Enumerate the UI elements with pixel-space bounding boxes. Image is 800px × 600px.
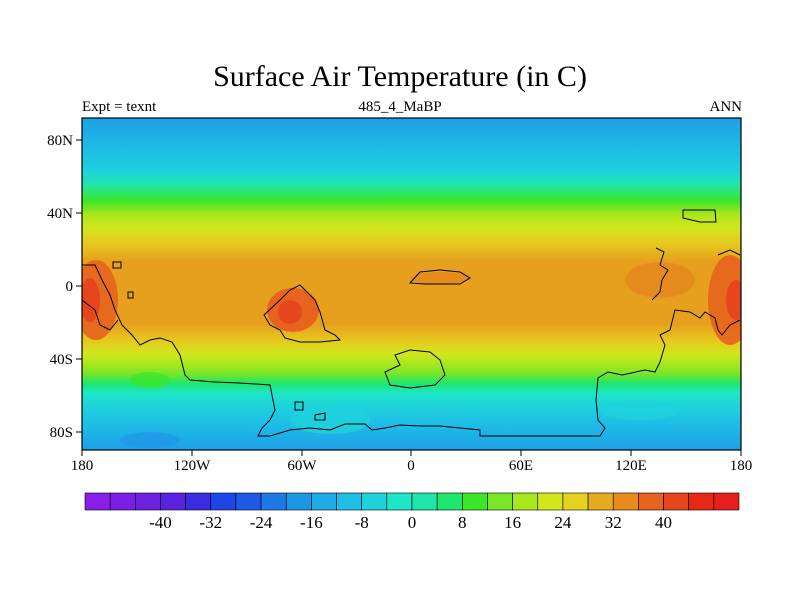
lat-label: 40S (50, 352, 73, 368)
colorbar-swatch (487, 492, 513, 511)
colorbar-label: 40 (655, 513, 672, 532)
colorbar-label: 32 (605, 513, 622, 532)
lon-label: 180 (730, 458, 753, 474)
colorbar-swatch (135, 492, 161, 511)
lon-ticks (81, 450, 742, 456)
lon-label: 120W (174, 458, 212, 474)
colorbar-swatch (713, 492, 740, 511)
experiment-label: Expt = texnt (82, 99, 157, 115)
colorbar-swatch (311, 492, 337, 511)
colorbar-label: -8 (355, 513, 369, 532)
lat-label: 80S (50, 425, 73, 441)
lon-label: 120E (615, 458, 647, 474)
season-label: ANN (709, 99, 743, 115)
run-label: 485_4_MaBP (358, 99, 442, 115)
colorbar-swatch (462, 492, 488, 511)
colorbar-label: -32 (199, 513, 222, 532)
colorbar-swatch (185, 492, 212, 511)
lon-label: 180 (71, 458, 94, 474)
colorbar-label: -24 (250, 513, 273, 532)
colorbar-swatch (260, 492, 287, 511)
colorbar-label: -16 (300, 513, 323, 532)
map-title: Surface Air Temperature (in C) (213, 60, 587, 93)
colorbar-swatch (109, 492, 136, 511)
colorbar-label: 16 (504, 513, 521, 532)
lon-label: 60W (287, 458, 317, 474)
colorbar-swatch (638, 492, 664, 511)
colorbar-swatch (84, 492, 111, 511)
colorbar-label: -40 (149, 513, 172, 532)
colorbar-label: 0 (408, 513, 417, 532)
colorbar-swatch (386, 492, 413, 511)
lat-label: 0 (66, 279, 74, 295)
colorbar-swatch (411, 492, 438, 511)
temperature-field (82, 118, 741, 450)
colorbar-swatch (587, 492, 614, 511)
lat-label: 80N (47, 133, 73, 149)
colorbar-swatch (663, 492, 689, 511)
colorbar-swatch (336, 492, 362, 511)
coastlines (81, 209, 741, 437)
colorbar (84, 492, 740, 511)
colorbar-swatch (235, 492, 262, 511)
colorbar-swatch (436, 492, 463, 511)
colorbar-swatch (160, 492, 186, 511)
lon-label: 60E (509, 458, 533, 474)
lon-label: 0 (407, 458, 415, 474)
colorbar-swatch (361, 492, 388, 511)
colorbar-label: 8 (458, 513, 467, 532)
colorbar-swatch (562, 492, 589, 511)
lat-label: 40N (47, 206, 73, 222)
colorbar-swatch (512, 492, 539, 511)
colorbar-swatch (285, 492, 312, 511)
colorbar-swatch (612, 492, 639, 511)
colorbar-label: 24 (554, 513, 572, 532)
colorbar-labels: -40 -32 -24 -16 -8 0 8 16 24 32 40 (149, 513, 672, 532)
lat-ticks (76, 139, 82, 433)
colorbar-swatch (688, 492, 715, 511)
colorbar-swatch (537, 492, 564, 511)
colorbar-swatch (210, 492, 237, 511)
